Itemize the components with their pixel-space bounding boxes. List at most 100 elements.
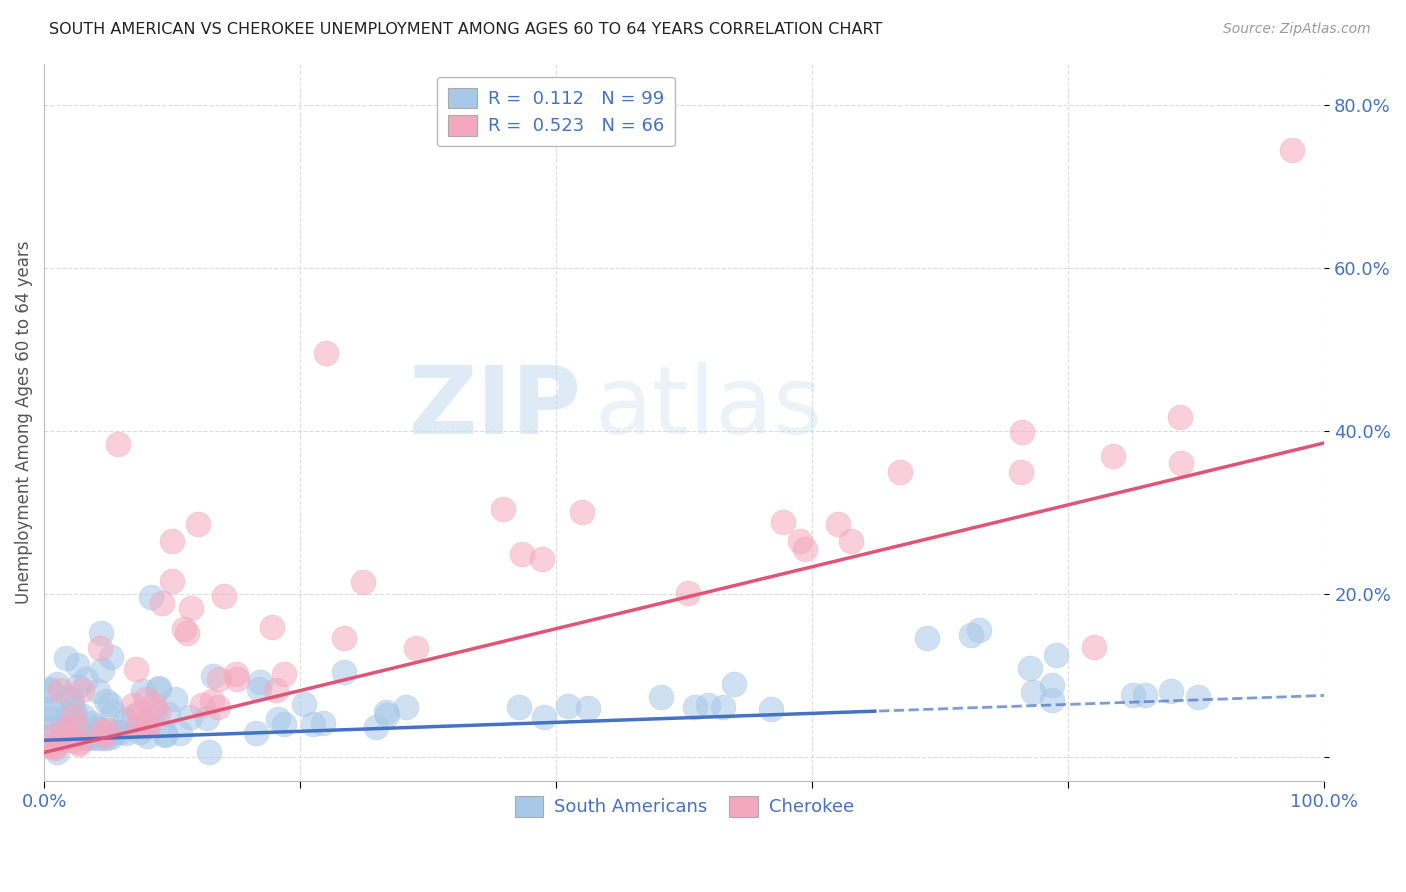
Point: [91, 663, 114, 677]
Point: [103, 705, 125, 719]
Point: [136, 730, 159, 744]
Text: Source: ZipAtlas.com: Source: ZipAtlas.com: [1223, 22, 1371, 37]
Point: [264, 682, 287, 697]
Point: [146, 682, 169, 697]
Y-axis label: Unemployment Among Ages 60 to 64 years: Unemployment Among Ages 60 to 64 years: [15, 241, 32, 604]
Point: [366, 719, 388, 733]
Point: [179, 710, 201, 724]
Point: [1018, 661, 1040, 675]
Point: [93, 726, 115, 740]
Point: [160, 574, 183, 588]
Point: [56, 708, 79, 723]
Point: [45, 677, 67, 691]
Text: ZIP: ZIP: [409, 362, 582, 454]
Point: [530, 552, 553, 566]
Point: [301, 716, 323, 731]
Point: [135, 719, 157, 733]
Point: [122, 698, 145, 712]
Point: [225, 672, 247, 686]
Point: [135, 692, 157, 706]
Point: [100, 650, 122, 665]
Point: [42, 722, 65, 736]
Point: [1168, 410, 1191, 425]
Point: [39, 711, 62, 725]
Point: [247, 682, 270, 697]
Point: [143, 704, 166, 718]
Point: [37, 739, 59, 753]
Point: [104, 725, 127, 739]
Point: [63, 718, 86, 732]
Point: [75, 731, 97, 745]
Point: [128, 706, 150, 721]
Point: [1010, 465, 1032, 479]
Point: [249, 675, 271, 690]
Text: atlas: atlas: [595, 362, 823, 454]
Point: [292, 698, 315, 712]
Point: [56, 690, 79, 705]
Point: [135, 714, 157, 728]
Point: [1083, 640, 1105, 654]
Point: [1160, 684, 1182, 698]
Point: [157, 707, 180, 722]
Point: [315, 346, 337, 360]
Point: [1045, 648, 1067, 662]
Point: [208, 673, 231, 687]
Point: [723, 677, 745, 691]
Point: [32, 729, 55, 743]
Point: [124, 709, 146, 723]
Point: [187, 517, 209, 532]
Point: [713, 700, 735, 714]
Point: [89, 722, 111, 736]
Point: [201, 694, 224, 708]
Point: [202, 668, 225, 682]
Point: [39, 684, 62, 698]
Point: [129, 724, 152, 739]
Point: [827, 517, 849, 532]
Text: SOUTH AMERICAN VS CHEROKEE UNEMPLOYMENT AMONG AGES 60 TO 64 YEARS CORRELATION CH: SOUTH AMERICAN VS CHEROKEE UNEMPLOYMENT …: [49, 22, 883, 37]
Point: [683, 699, 706, 714]
Point: [66, 657, 89, 672]
Point: [75, 672, 97, 686]
Point: [63, 706, 86, 720]
Point: [508, 699, 530, 714]
Point: [39, 728, 62, 742]
Point: [405, 641, 427, 656]
Point: [45, 746, 67, 760]
Point: [90, 731, 112, 745]
Point: [125, 662, 148, 676]
Point: [273, 666, 295, 681]
Point: [35, 702, 58, 716]
Point: [225, 667, 247, 681]
Point: [44, 740, 66, 755]
Point: [1040, 678, 1063, 692]
Point: [152, 596, 174, 610]
Point: [533, 710, 555, 724]
Point: [169, 726, 191, 740]
Point: [70, 682, 93, 697]
Point: [245, 725, 267, 739]
Point: [90, 626, 112, 640]
Point: [72, 709, 94, 723]
Point: [66, 679, 89, 693]
Point: [571, 505, 593, 519]
Point: [84, 719, 107, 733]
Point: [190, 698, 212, 712]
Point: [1170, 456, 1192, 470]
Point: [55, 651, 77, 665]
Point: [889, 465, 911, 479]
Point: [73, 725, 96, 739]
Point: [55, 723, 77, 737]
Point: [148, 681, 170, 696]
Point: [49, 682, 72, 697]
Point: [794, 542, 817, 557]
Point: [262, 620, 284, 634]
Point: [1133, 688, 1156, 702]
Point: [142, 698, 165, 712]
Point: [1102, 449, 1125, 463]
Point: [267, 712, 290, 726]
Point: [62, 701, 84, 715]
Point: [967, 624, 990, 638]
Point: [375, 707, 398, 722]
Point: [1040, 693, 1063, 707]
Point: [576, 701, 599, 715]
